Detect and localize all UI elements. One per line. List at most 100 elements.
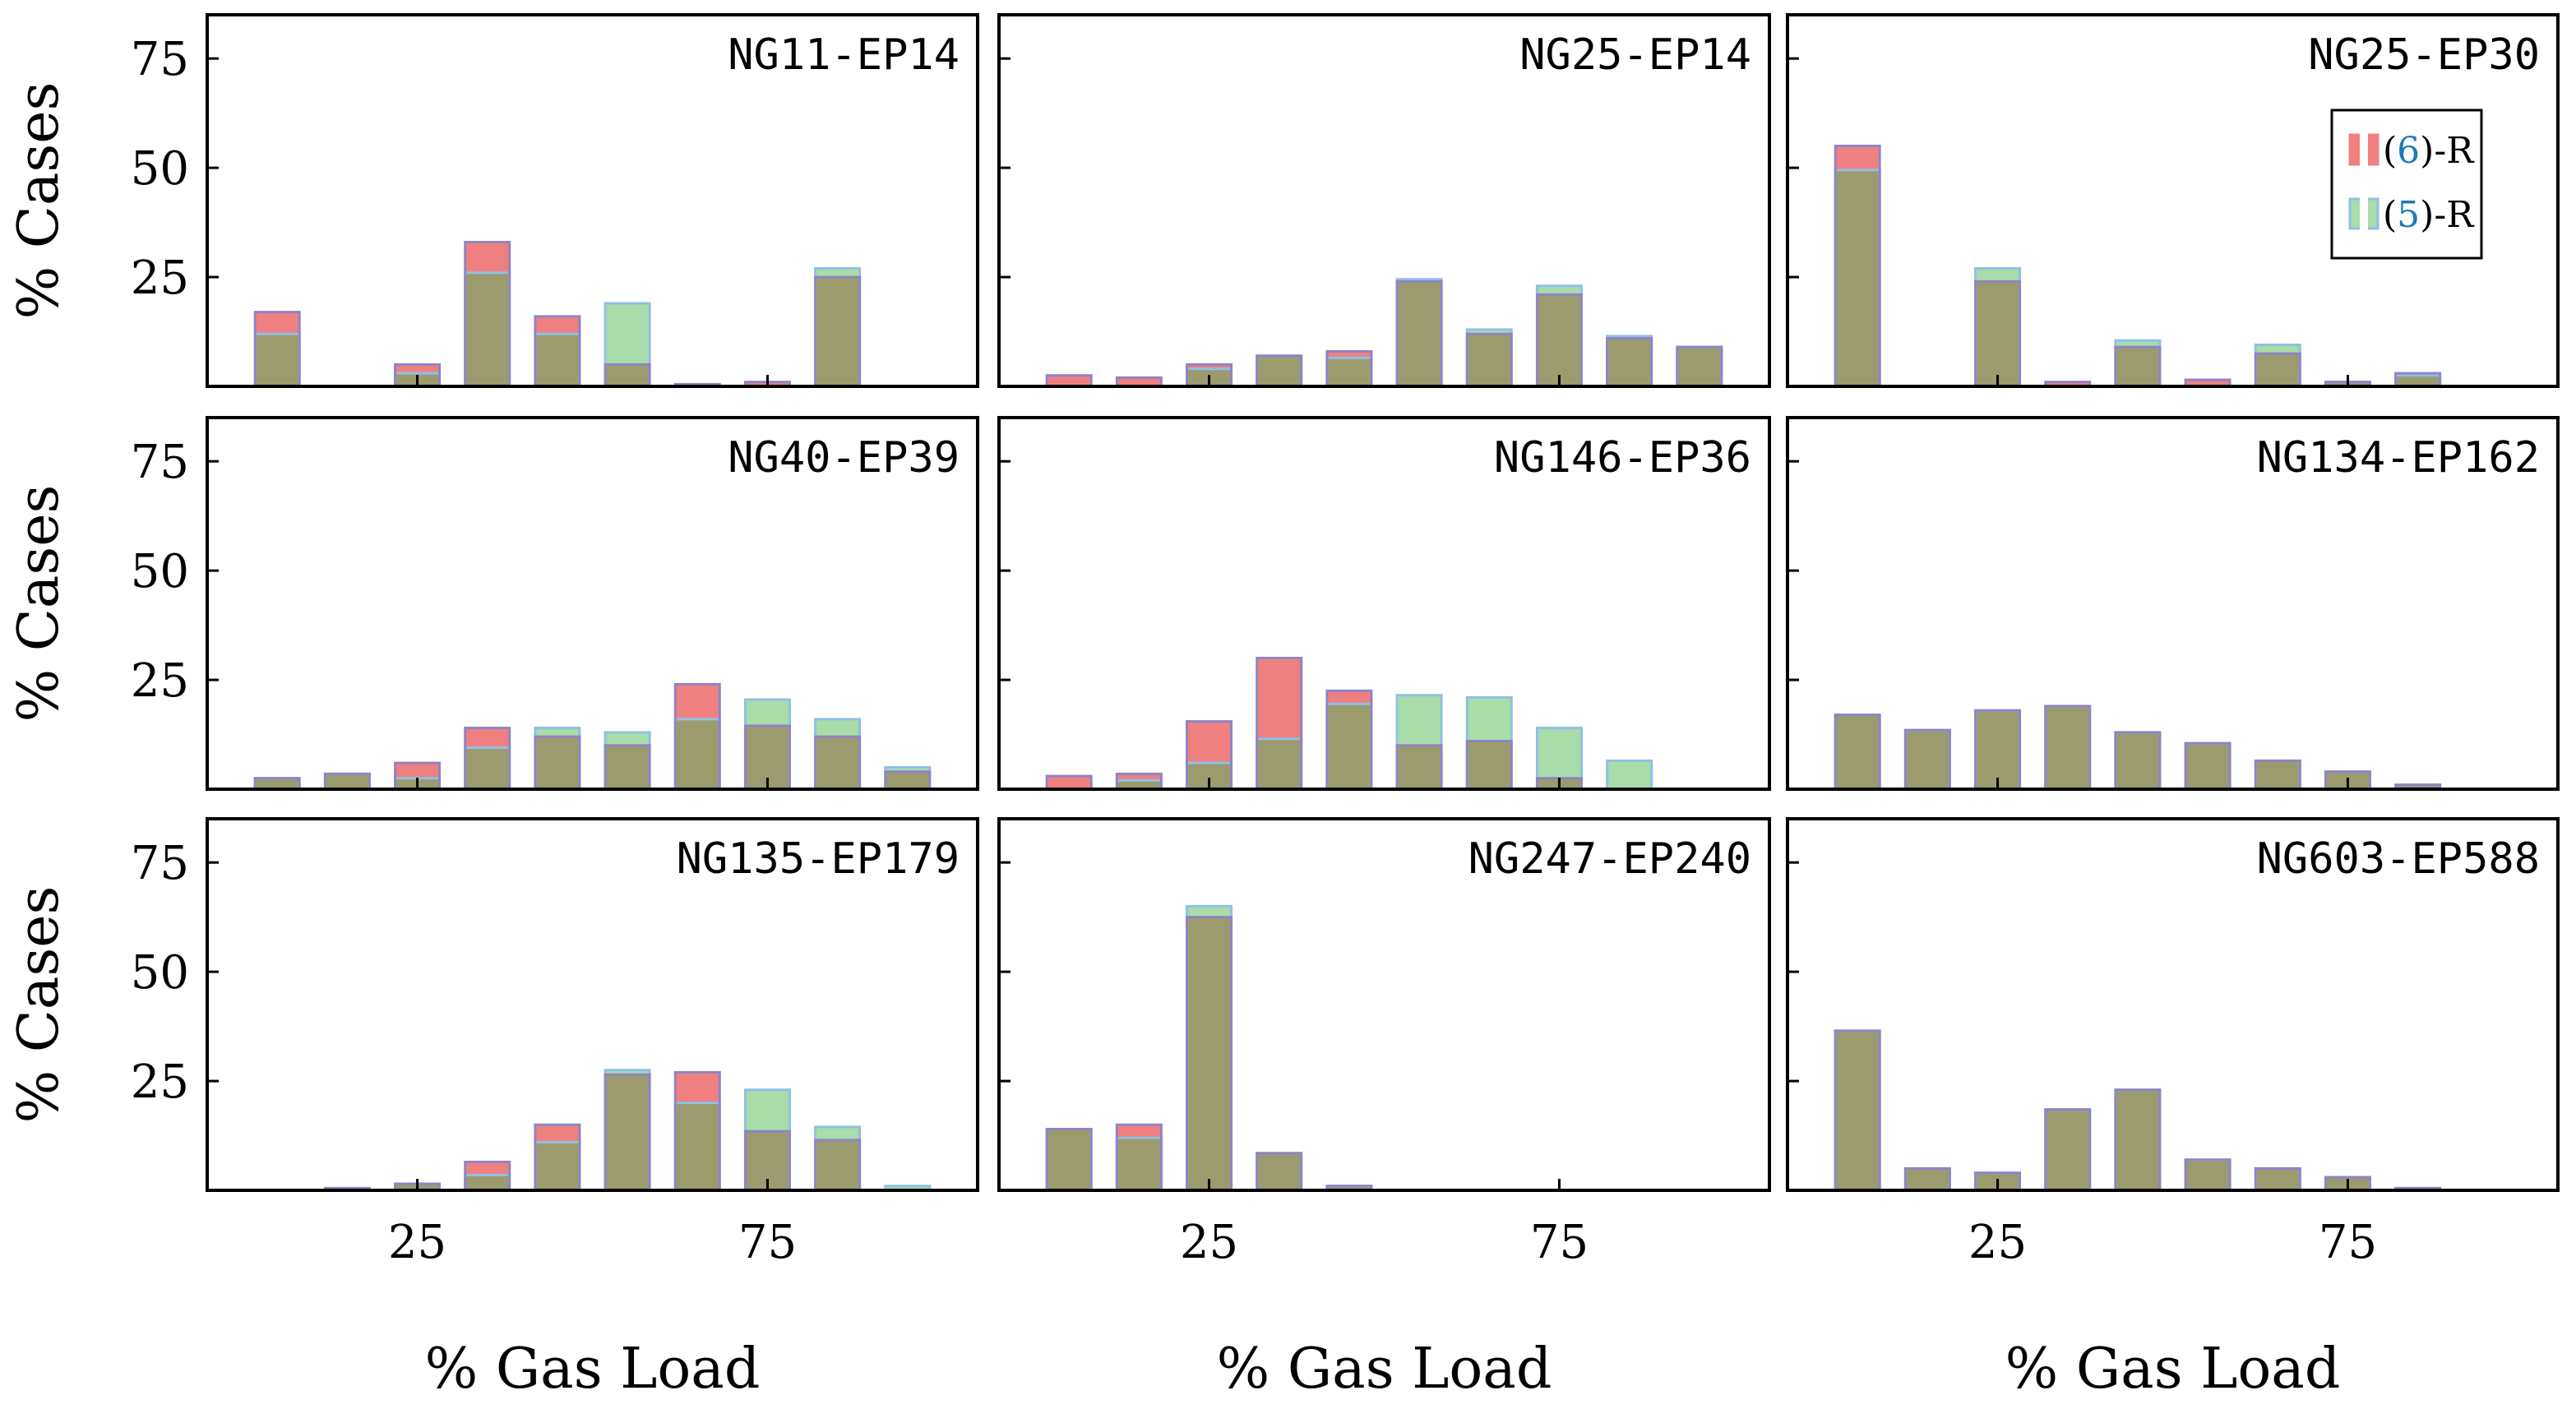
x-axis-label: % Gas Load [1217, 1337, 1552, 1402]
bar-series6-excess [1186, 364, 1232, 369]
bar-overlap [1397, 281, 1442, 386]
panel-frame [997, 416, 1771, 791]
x-tick-label: 25 [1180, 1216, 1238, 1269]
bar-series6-excess [1835, 146, 1880, 170]
bar-series5-excess [815, 268, 860, 278]
panel-ng603-ep588: 25 75 NG603-EP588 % Gas Load [1786, 817, 2560, 1402]
legend-swatch-gap [2360, 197, 2368, 230]
bar-overlap [1905, 730, 1950, 789]
bar-overlap [465, 1175, 510, 1190]
x-tick-label: 75 [1530, 1216, 1589, 1269]
bar-overlap [2115, 732, 2160, 789]
bar-series6-excess [1326, 351, 1371, 358]
legend: (6)-R (5)-R [2330, 109, 2483, 260]
y-axis-label: % Cases [7, 485, 72, 723]
bar-overlap [675, 718, 720, 789]
bar-series5-excess [745, 1089, 790, 1132]
bar-series5-excess [1537, 728, 1582, 778]
bar-series5-excess [2255, 344, 2301, 354]
panel-ng25-ep30: NG25-EP30 (6)-R (5)-R [1786, 13, 2560, 388]
bar-series6-excess [1256, 658, 1302, 739]
bar-series6-excess [534, 316, 580, 335]
bar-overlap [1326, 358, 1371, 386]
bar-overlap [1256, 355, 1302, 386]
bar-overlap [465, 272, 510, 386]
bar-series5-excess [1467, 329, 1512, 335]
bar-overlap [1607, 338, 1652, 386]
panel-ng135-ep179: 75 50 25 25 75 NG135-EP179 % Cases % Gas Load [7, 817, 979, 1402]
bar-series5-excess [885, 767, 930, 772]
bar-series6-excess [395, 364, 440, 374]
bar-series6-excess [675, 1072, 720, 1103]
bar-series5-excess [1607, 760, 1652, 789]
bar-overlap [1676, 347, 1722, 386]
bar-series5-excess [605, 1069, 650, 1075]
bar-overlap [2115, 347, 2160, 386]
bar-overlap [1467, 741, 1512, 789]
bar-series6-excess [395, 763, 440, 778]
bar-series5-excess [745, 699, 790, 726]
bar-series6-excess [1117, 774, 1162, 781]
legend-swatch-gap [2360, 133, 2368, 166]
panel-frame [1786, 817, 2560, 1192]
bar-series6-excess [1047, 375, 1092, 386]
y-tick-label: 50 [131, 946, 189, 1000]
panel-ng146-ep36: NG146-EP36 [997, 416, 1771, 791]
panel-title: NG25-EP14 [1519, 30, 1751, 80]
bar-overlap [2185, 1159, 2231, 1190]
bar-overlap [815, 1139, 860, 1190]
bar-overlap [1397, 745, 1442, 789]
bar-overlap [534, 334, 580, 386]
bar-overlap [605, 745, 650, 789]
bar-overlap [2395, 375, 2440, 386]
bar-overlap [255, 778, 300, 789]
bar-series5-excess [1537, 285, 1582, 295]
bar-overlap [1186, 917, 1232, 1190]
bar-series5-excess [1186, 906, 1232, 917]
y-tick-label: 25 [131, 654, 189, 708]
y-tick-label: 25 [131, 252, 189, 305]
bar-overlap [2395, 784, 2440, 789]
panel-title: NG25-EP30 [2308, 30, 2540, 80]
x-axis-label: % Gas Load [2005, 1337, 2341, 1402]
x-tick-label: 75 [738, 1216, 797, 1269]
bar-overlap [1256, 1153, 1302, 1190]
bar-overlap [2255, 353, 2301, 386]
bar-overlap [815, 737, 860, 789]
bar-overlap [1117, 780, 1162, 789]
panel-title: NG40-EP39 [728, 433, 960, 483]
x-tick-label: 25 [388, 1216, 446, 1269]
bar-overlap [1467, 334, 1512, 386]
bar-overlap [534, 1142, 580, 1190]
bar-overlap [1117, 1138, 1162, 1190]
y-tick-label: 75 [131, 837, 189, 890]
bar-series6-excess [1186, 721, 1232, 764]
bar-series5-excess [1397, 695, 1442, 746]
x-tick-label: 25 [1968, 1216, 2027, 1269]
bar-overlap [325, 774, 370, 789]
x-tick-label: 75 [2319, 1216, 2377, 1269]
panel-ng11-ep14: 75 50 25 NG11-EP14 % Cases [7, 13, 979, 388]
y-tick-label: 75 [131, 436, 189, 489]
bar-overlap [2045, 705, 2090, 789]
legend-label-series6: (6)-R [2383, 130, 2475, 172]
bar-series6-excess [255, 312, 300, 335]
panel-ng247-ep240: 25 75 NG247-EP240 % Gas Load [997, 817, 1771, 1402]
panel-title: NG603-EP588 [2257, 834, 2540, 884]
bar-overlap [2185, 743, 2231, 789]
panel-frame [206, 416, 979, 791]
bar-series5-excess [605, 732, 650, 746]
bar-series5-excess [534, 728, 580, 737]
bar-overlap [465, 747, 510, 789]
bar-series5-excess [605, 303, 650, 365]
bar-overlap [1975, 281, 2020, 386]
bar-series6-excess [465, 242, 510, 273]
bar-overlap [534, 737, 580, 789]
bar-series5-excess [2115, 340, 2160, 348]
panel-frame [1786, 416, 2560, 791]
bar-series5-excess [1467, 697, 1512, 741]
bar-series6-excess [1326, 691, 1371, 704]
y-axis-label: % Cases [7, 886, 72, 1124]
panel-frame [206, 13, 979, 388]
y-tick-label: 50 [131, 142, 189, 196]
